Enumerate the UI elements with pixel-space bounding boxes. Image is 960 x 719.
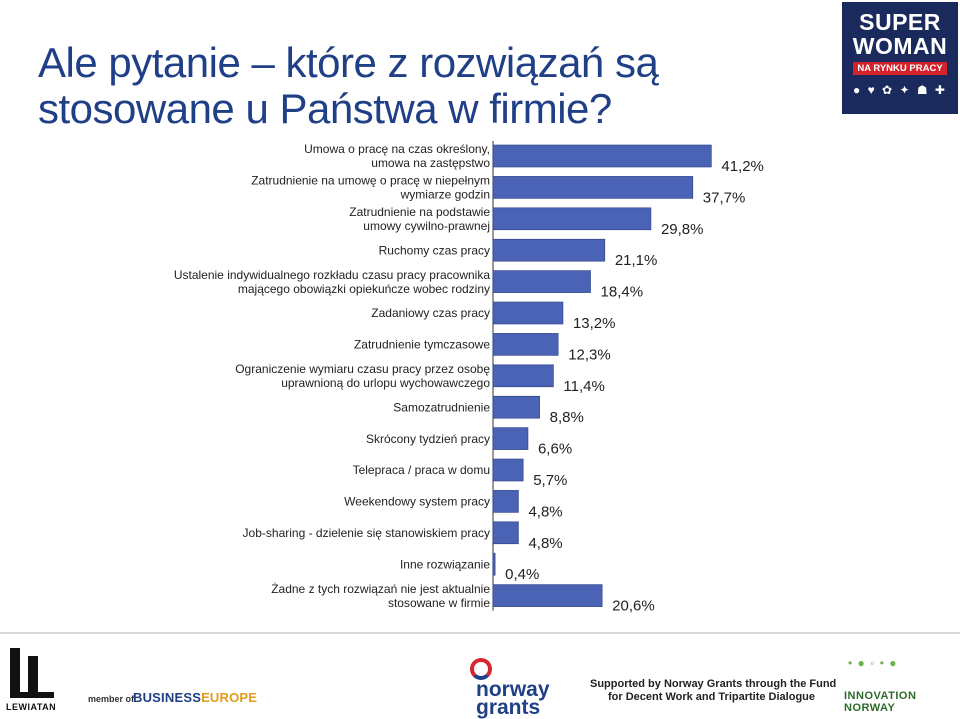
supported-by-text: Supported by Norway Grants through the F… (590, 678, 836, 704)
footer-divider (0, 632, 960, 634)
bar-8 (492, 395, 540, 419)
value-label-13: 0,4% (505, 566, 539, 583)
businesseurope-logo-part-1: BUSINESS (133, 690, 202, 705)
bar-2 (492, 207, 652, 231)
slide-title-line-1: Ale pytanie – które z rozwiązań są (38, 39, 659, 86)
bar-chart: Umowa o pracę na czas określony,umowa na… (174, 141, 764, 615)
norway-grants-text-1: norway (476, 678, 550, 701)
category-label-2-1: umowy cywilno-prawnej (363, 219, 490, 233)
category-label-7-0: Ograniczenie wymiaru czasu pracy przez o… (235, 362, 490, 376)
bar-4 (492, 270, 591, 293)
value-label-0: 41,2% (721, 158, 764, 175)
supported-by-line-1: Supported by Norway Grants through the F… (590, 678, 837, 690)
value-label-10: 5,7% (533, 472, 567, 489)
bar-14 (492, 584, 603, 607)
norway-grants-ring-icon (470, 658, 492, 680)
innovation-norway-text-1: INNOVATION (844, 690, 917, 702)
value-label-4: 18,4% (601, 284, 644, 301)
value-label-11: 4,8% (528, 503, 562, 520)
bar-7 (492, 364, 554, 388)
value-label-6: 12,3% (568, 346, 611, 363)
member-of-label: member of (88, 694, 135, 704)
lewiatan-logo: LEWIATAN (6, 648, 56, 712)
category-label-4-0: Ustalenie indywidualnego rozkładu czasu … (174, 268, 490, 282)
bar-6 (492, 333, 559, 356)
category-label-0-1: umowa na zastępstwo (371, 156, 490, 170)
category-label-7-1: uprawnioną do urlopu wychowawczego (281, 376, 490, 390)
bar-13 (492, 552, 496, 576)
superwoman-logo-line-1: SUPER (859, 9, 941, 35)
businesseurope-logo-part-2: EUROPE (201, 690, 258, 705)
slide-title-line-2: stosowane u Państwa w firmie? (38, 85, 612, 132)
superwoman-logo-line-3: NA RYNKU PRACY (853, 62, 947, 75)
category-label-14-0: Żadne z tych rozwiązań nie jest aktualni… (271, 582, 490, 596)
innovation-norway-logo: • ● ◦ • ● INNOVATION NORWAY (844, 656, 954, 714)
bar-5 (492, 301, 564, 325)
slide-title: Ale pytanie – które z rozwiązań są stoso… (38, 40, 798, 132)
value-label-8: 8,8% (550, 409, 584, 426)
category-label-6-0: Zatrudnienie tymczasowe (354, 338, 490, 352)
value-label-2: 29,8% (661, 221, 704, 238)
category-label-12-0: Job-sharing - dzielenie się stanowiskiem… (243, 526, 490, 540)
superwoman-icons: ● ♥ ✿ ✦ ☗ ✚ (853, 83, 947, 97)
category-label-14-1: stosowane w firmie (388, 596, 490, 610)
category-label-11-0: Weekendowy system pracy (344, 495, 490, 509)
bar-0 (492, 144, 712, 168)
category-label-2-0: Zatrudnienie na podstawie (349, 205, 490, 219)
category-label-1-0: Zatrudnienie na umowę o pracę w niepełny… (251, 174, 490, 188)
bar-10 (492, 458, 524, 482)
businesseurope-logo: BUSINESSEUROPE (133, 690, 257, 705)
category-label-8-0: Samozatrudnienie (393, 400, 490, 414)
category-label-13-0: Inne rozwiązanie (400, 557, 490, 571)
value-label-14: 20,6% (612, 598, 655, 615)
innovation-norway-text-2: NORWAY (844, 702, 896, 714)
norway-grants-text-2: grants (476, 696, 541, 719)
innovation-norway-dots-icon: • ● ◦ • ● (848, 656, 898, 670)
category-label-0-0: Umowa o pracę na czas określony, (304, 142, 490, 156)
bar-9 (492, 427, 529, 450)
bar-1 (492, 176, 694, 199)
category-label-4-1: mającego obowiązki opiekuńcze wobec rodz… (238, 282, 490, 296)
value-label-12: 4,8% (528, 535, 562, 552)
value-label-5: 13,2% (573, 315, 616, 332)
bar-12 (492, 521, 519, 545)
category-label-3-0: Ruchomy czas pracy (379, 243, 490, 257)
value-label-1: 37,7% (703, 189, 746, 206)
value-label-7: 11,4% (563, 378, 604, 395)
bar-11 (492, 490, 519, 513)
category-label-9-0: Skrócony tydzień pracy (366, 432, 490, 446)
supported-by-line-2: for Decent Work and Tripartite Dialogue (608, 691, 815, 703)
value-label-3: 21,1% (615, 252, 658, 269)
bar-3 (492, 238, 606, 262)
category-label-10-0: Telepraca / praca w domu (353, 463, 490, 477)
superwoman-logo-line-2: WOMAN (852, 33, 948, 59)
norway-grants-logo: norway grants (470, 658, 550, 719)
lewiatan-logo-text: LEWIATAN (6, 702, 57, 712)
category-label-1-1: wymiarze godzin (400, 188, 490, 202)
category-label-5-0: Zadaniowy czas pracy (371, 306, 490, 320)
value-label-9: 6,6% (538, 441, 572, 458)
superwoman-logo: SUPER WOMAN NA RYNKU PRACY ● ♥ ✿ ✦ ☗ ✚ (842, 2, 958, 114)
